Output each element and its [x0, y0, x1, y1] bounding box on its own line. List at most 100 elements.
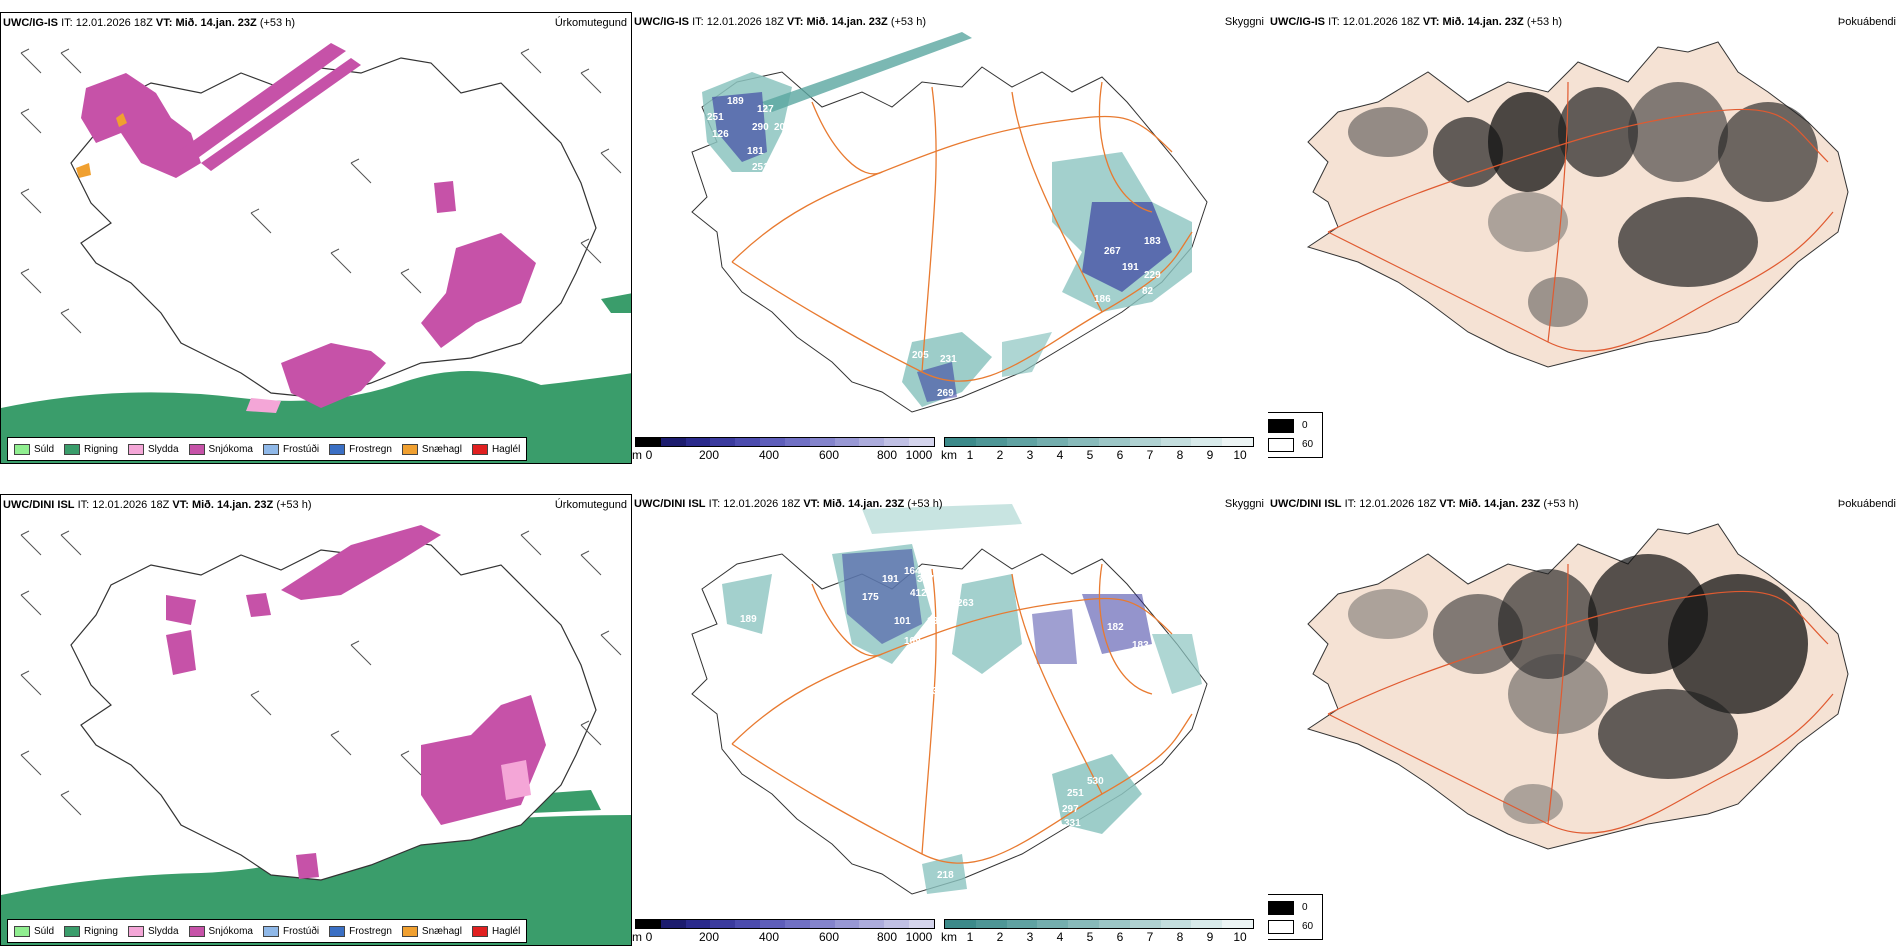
precip-map-row1 — [1, 43, 631, 463]
vis-label: 183 — [1144, 236, 1161, 247]
tick-label: 200 — [698, 930, 720, 944]
panel-header: UWC/DINI ISL IT: 12.01.2026 18Z VT: Mið.… — [1270, 498, 1579, 510]
snow-area — [246, 593, 271, 617]
vt-value: Mið. 14.jan. 23Z — [1458, 498, 1541, 510]
cloudbase-area — [1082, 202, 1172, 292]
visibility-area — [1052, 754, 1142, 834]
model-name: UWC/DINI ISL — [3, 499, 75, 511]
snow-area — [201, 58, 361, 171]
vt-label: VT: — [803, 498, 820, 510]
vt-value: Mið. 14.jan. 23Z — [822, 498, 905, 510]
snow-area — [166, 595, 196, 625]
cloudbase-ticks: 0 200 400 600 800 1000 — [635, 929, 935, 944]
fog-panel-row2: UWC/DINI ISL IT: 12.01.2026 18Z VT: Mið.… — [1268, 494, 1900, 946]
legend-swatch — [64, 925, 81, 937]
legend-label: Rigning — [84, 925, 118, 937]
cloudbase-area — [712, 92, 767, 162]
legend-swatch — [64, 443, 81, 455]
tick-label: 0 — [645, 930, 653, 944]
road-network — [731, 563, 1193, 864]
lead-time: (+53 h) — [259, 17, 295, 29]
legend-item: Snæhagl — [401, 925, 462, 937]
it-value: 12.01.2026 18Z — [92, 499, 170, 511]
cloudbase-area — [1032, 609, 1077, 664]
road-network — [1327, 81, 1834, 352]
visibility-area — [722, 574, 772, 634]
fog-panel-row1: UWC/IG-IS IT: 12.01.2026 18Z VT: Mið. 14… — [1268, 12, 1900, 464]
tick-label: 1000 — [905, 448, 933, 462]
tick-label: 600 — [818, 930, 840, 944]
fog-map-row1 — [1306, 41, 1849, 368]
it-label: IT: — [708, 498, 721, 510]
vis-label: 191 — [1122, 262, 1139, 273]
visibility-area — [952, 574, 1022, 674]
tick-label: 6 — [1116, 930, 1124, 944]
legend-label: Snæhagl — [421, 925, 462, 937]
visibility-map-row2: 189 94 175 191 164 412 367 109 139 101 3… — [691, 504, 1208, 895]
fog-legend: 0 60 — [1268, 894, 1323, 940]
precip-legend: Súld Rigning Slydda Snjókoma Frostúði Fr… — [7, 919, 528, 943]
legend-item: Frostúði — [262, 925, 319, 937]
vis-label: 412 — [910, 588, 927, 599]
vt-label: VT: — [786, 16, 804, 28]
snow-area — [81, 73, 201, 178]
vis-label: 331 — [1064, 818, 1081, 829]
road-network — [1327, 563, 1834, 834]
vis-label: 47 — [1160, 808, 1172, 819]
visibility-value-labels: 189 94 175 191 164 412 367 109 139 101 3… — [740, 560, 1172, 881]
tick-label: 2 — [996, 930, 1004, 944]
vis-label: 189 — [727, 96, 744, 107]
vis-label: 109 — [904, 636, 921, 647]
fog-legend-high: 0 — [1302, 420, 1308, 431]
snow-area — [281, 343, 386, 408]
it-label: IT: — [1344, 498, 1357, 510]
panel-header: UWC/DINI ISL IT: 12.01.2026 18Z VT: Mið.… — [3, 499, 312, 511]
it-label: IT: — [61, 17, 73, 29]
precip-type-panel-row1: UWC/IG-IS IT: 12.01.2026 18Z VT: Mið. 14… — [0, 12, 632, 464]
visibility-unit: km — [941, 930, 957, 944]
tick-label: 800 — [876, 930, 898, 944]
it-label: IT: — [1328, 16, 1340, 28]
vt-label: VT: — [172, 499, 189, 511]
vt-label: VT: — [155, 17, 173, 29]
snow-area — [434, 181, 456, 213]
vis-label: 186 — [1094, 294, 1111, 305]
legend-label: Frostregn — [349, 925, 392, 937]
tick-label: 7 — [1146, 930, 1154, 944]
legend-item: Frostregn — [329, 443, 392, 455]
vis-label: 276 — [754, 180, 771, 191]
vis-label: 40 — [977, 560, 989, 571]
tick-label: 1000 — [905, 930, 933, 944]
tick-label: 8 — [1176, 930, 1184, 944]
panel-title: Þokuábendi — [1837, 16, 1896, 28]
vt-label: VT: — [1439, 498, 1456, 510]
vt-label: VT: — [1422, 16, 1440, 28]
tick-label: 2 — [996, 448, 1004, 462]
visibility-ticks: 1 2 3 4 5 6 7 8 9 10 — [944, 447, 1254, 462]
rain-area — [601, 293, 631, 313]
it-value: 12.01.2026 18Z — [706, 16, 784, 28]
tick-label: 4 — [1056, 930, 1064, 944]
fog-legend-light-swatch — [1268, 920, 1294, 934]
tick-label: 1 — [966, 448, 974, 462]
wind-barbs — [20, 530, 622, 816]
legend-item: Slydda — [127, 443, 179, 455]
legend-item: Súld — [14, 925, 54, 937]
visibility-cells — [944, 919, 1254, 929]
panel-header: UWC/IG-IS IT: 12.01.2026 18Z VT: Mið. 14… — [1270, 16, 1562, 28]
visibility-colorbar: km 1 2 3 4 5 6 7 8 9 10 — [941, 437, 1254, 462]
cloudbase-unit: m — [632, 930, 642, 944]
visibility-colorbar: km 1 2 3 4 5 6 7 8 9 10 — [941, 919, 1254, 944]
visibility-area — [1152, 634, 1202, 694]
vis-label: 153 — [1087, 656, 1104, 667]
precip-map-row2 — [1, 525, 631, 945]
legend-label: Frostúði — [282, 443, 320, 455]
tick-label: 8 — [1176, 448, 1184, 462]
vis-label: 269 — [937, 388, 954, 399]
fog-legend-dark-swatch — [1268, 901, 1294, 915]
legend-swatch — [401, 443, 418, 455]
visibility-panel-row2: 189 94 175 191 164 412 367 109 139 101 3… — [632, 494, 1268, 946]
model-name: UWC/IG-IS — [1270, 16, 1325, 28]
it-value: 12.01.2026 18Z — [1359, 498, 1437, 510]
legend-label: Súld — [34, 443, 55, 455]
